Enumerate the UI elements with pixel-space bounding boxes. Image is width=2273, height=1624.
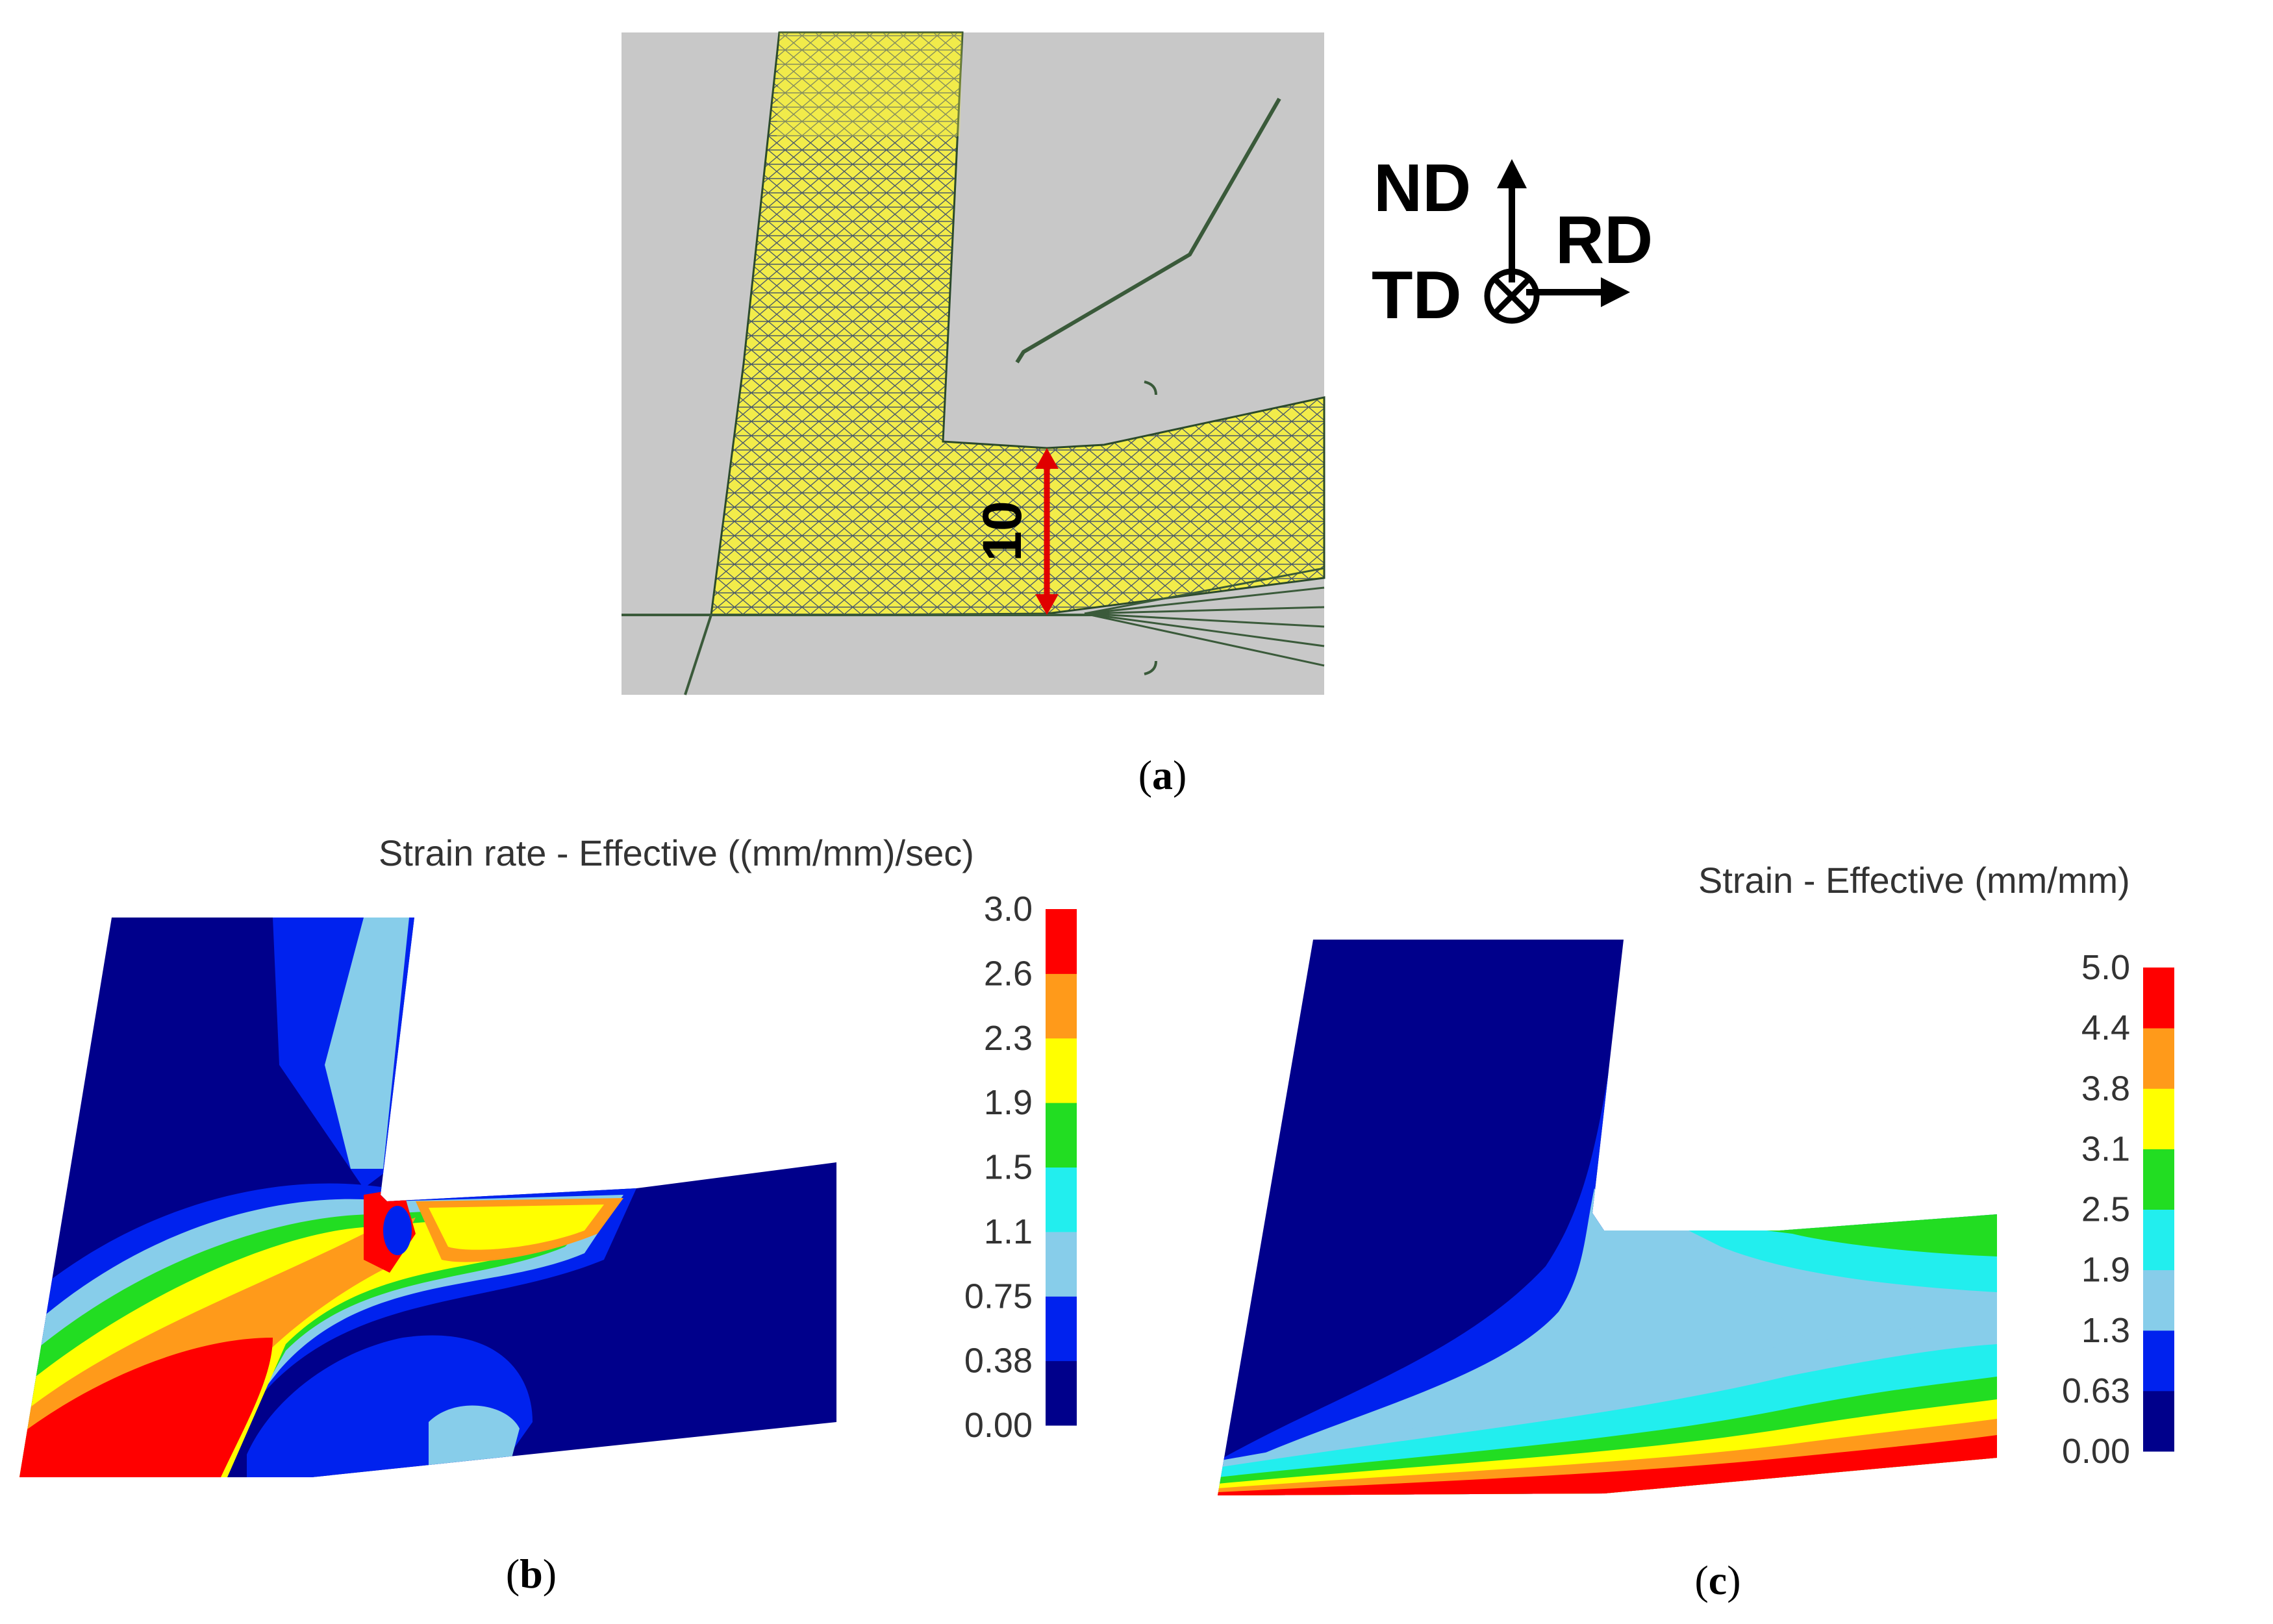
colorbar-c-swatch [2143,1390,2174,1452]
colorbar-c-swatch [2143,968,2174,1029]
die-edge-line [1015,97,1281,364]
colorbar-c: 0.00 0.63 1.3 1.9 2.5 3.1 3.8 4.4 5.0 [2062,948,2174,1471]
colorbar-b-swatch [1046,973,1077,1039]
colorbar-b-tick-label: 0.38 [964,1342,1033,1380]
nd-label: ND [1374,151,1471,226]
colorbar-c-swatch [2143,1149,2174,1210]
marker-arc [1144,381,1157,395]
colorbar-b-swatch [1046,1231,1077,1297]
colorbar-b-swatch [1046,1038,1077,1103]
colorbar-b-swatch [1046,1103,1077,1168]
nd-arrowhead [1497,159,1527,188]
colorbar-c-title: Strain - Effective (mm/mm) [1698,860,2130,901]
colorbar-c-tick-label: 4.4 [2081,1008,2130,1047]
panel-c: Strain - Effective (mm/mm) 0.00 0.63 1.3 1.… [1218,860,2174,1495]
colorbar-c-tick-label: 2.5 [2081,1190,2130,1229]
caption-b: (b) [506,1551,557,1597]
colorbar-c-tick-label: 3.8 [2081,1069,2130,1108]
td-label: TD [1372,258,1462,333]
colorbar-b: 0.00 0.38 0.75 1.1 1.5 1.9 2.3 2.6 3.0 [964,890,1077,1445]
colorbar-c-swatch [2143,1269,2174,1331]
mesh-coarse-region [777,32,962,136]
thickness-label: 10 [972,501,1033,561]
colorbar-b-tick-label: 1.1 [984,1212,1033,1251]
meshed-workpiece [710,31,1325,616]
colorbar-b-tick-label: 1.5 [984,1148,1033,1187]
colorbar-b-swatch [1046,909,1077,974]
caption-c-letter: c [1709,1557,1727,1603]
coordinate-system: ND RD TD [1372,151,1653,333]
colorbar-b-tick-label: 0.00 [964,1406,1033,1445]
colorbar-b-swatch [1046,1296,1077,1362]
colorbar-c-swatch [2143,1028,2174,1089]
die-side-line [684,614,712,695]
strain-rate-contour-map [19,918,836,1477]
colorbar-c-swatch [2143,1209,2174,1271]
colorbar-c-swatch [2143,1088,2174,1149]
roll-contact-lines [1084,567,1325,667]
colorbar-b-tick-label: 0.75 [964,1277,1033,1316]
colorbar-b-title: Strain rate - Effective ((mm/mm)/sec) [379,832,974,873]
colorbar-b-swatch [1046,1167,1077,1232]
marker-arc [1144,660,1157,675]
colorbar-c-tick-label: 0.63 [2062,1371,2130,1410]
panel-b: Strain rate - Effective ((mm/mm)/sec) 0.… [19,832,1077,1477]
colorbar-b-tick-label: 3.0 [984,890,1033,929]
colorbar-c-tick-label: 3.1 [2081,1129,2130,1168]
caption-a-letter: a [1152,752,1173,798]
rd-arrowhead [1601,277,1630,307]
colorbar-c-swatch [2143,1330,2174,1392]
colorbar-c-tick-label: 1.9 [2081,1251,2130,1290]
thickness-dimension-arrow [1035,448,1059,615]
caption-b-letter: b [520,1551,543,1597]
strain-contour-map [1218,940,1997,1495]
colorbar-b-tick-label: 2.3 [984,1019,1033,1058]
colorbar-c-tick-label: 5.0 [2081,948,2130,987]
panel-a: 10 [622,31,1325,695]
colorbar-b-tick-label: 2.6 [984,954,1033,993]
colorbar-c-tick-label: 1.3 [2081,1311,2130,1350]
colorbar-c-tick-label: 0.00 [2062,1432,2130,1471]
caption-a: (a) [1138,752,1187,798]
colorbar-b-tick-label: 1.9 [984,1083,1033,1122]
caption-c: (c) [1694,1557,1740,1603]
colorbar-b-swatch [1046,1360,1077,1426]
td-into-page-icon [1484,268,1540,324]
rd-label: RD [1555,203,1653,278]
